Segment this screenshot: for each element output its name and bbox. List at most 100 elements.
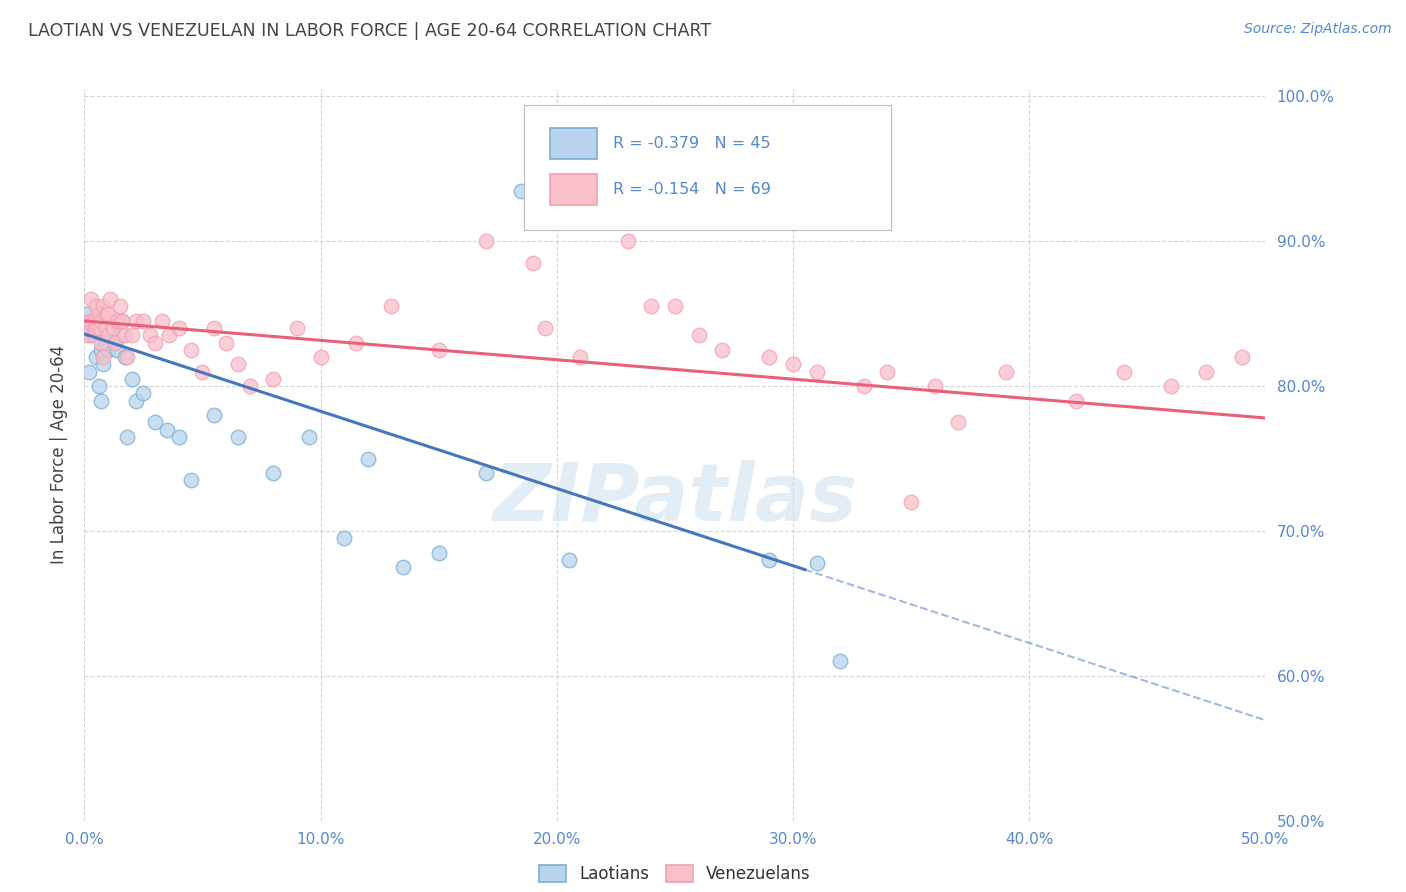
Point — [87, 379, 110, 393]
Point — [114, 328, 136, 343]
Text: R = -0.379   N = 45: R = -0.379 N = 45 — [613, 136, 770, 151]
Point — [77, 314, 100, 328]
Point — [475, 234, 498, 248]
Point — [77, 365, 100, 379]
Point — [569, 350, 592, 364]
Point — [427, 343, 450, 357]
Point — [876, 365, 898, 379]
Point — [344, 335, 367, 350]
Point — [333, 531, 356, 545]
Point — [392, 560, 415, 574]
Point — [121, 328, 143, 343]
Point — [309, 350, 332, 364]
Point — [97, 307, 120, 321]
Point — [180, 343, 202, 357]
Point — [510, 184, 533, 198]
Point — [101, 321, 124, 335]
Point — [1066, 393, 1088, 408]
Text: LAOTIAN VS VENEZUELAN IN LABOR FORCE | AGE 20-64 CORRELATION CHART: LAOTIAN VS VENEZUELAN IN LABOR FORCE | A… — [28, 22, 711, 40]
Point — [84, 300, 107, 314]
Point — [101, 321, 124, 335]
Point — [427, 546, 450, 560]
Text: Source: ZipAtlas.com: Source: ZipAtlas.com — [1244, 22, 1392, 37]
Point — [522, 256, 544, 270]
Point — [806, 556, 828, 570]
Point — [80, 314, 103, 328]
Point — [191, 365, 214, 379]
Point — [91, 358, 114, 372]
Point — [664, 300, 686, 314]
Point — [87, 307, 110, 321]
Point — [80, 292, 103, 306]
Point — [87, 321, 110, 335]
Point — [557, 553, 579, 567]
Point — [84, 321, 107, 335]
Point — [115, 350, 138, 364]
Point — [202, 321, 225, 335]
Point — [852, 379, 875, 393]
Point — [167, 321, 190, 335]
Point — [90, 335, 112, 350]
Point — [180, 473, 202, 487]
Point — [94, 314, 117, 328]
Point — [1195, 365, 1218, 379]
Point — [132, 314, 155, 328]
Point — [90, 393, 112, 408]
Point — [226, 358, 249, 372]
Point — [688, 328, 710, 343]
Point — [87, 314, 110, 328]
Point — [157, 328, 180, 343]
Point — [994, 365, 1017, 379]
FancyBboxPatch shape — [523, 105, 891, 230]
Point — [900, 495, 922, 509]
Point — [924, 379, 946, 393]
Point — [150, 314, 173, 328]
Point — [830, 654, 852, 668]
Point — [108, 328, 131, 343]
Bar — [550, 128, 598, 159]
Point — [97, 328, 120, 343]
Point — [1160, 379, 1182, 393]
Point — [107, 314, 129, 328]
Point — [1230, 350, 1253, 364]
Point — [782, 358, 804, 372]
Point — [758, 553, 780, 567]
Point — [104, 335, 127, 350]
Point — [475, 466, 498, 480]
Point — [97, 321, 120, 335]
Point — [98, 314, 121, 328]
Point — [262, 372, 284, 386]
Point — [226, 430, 249, 444]
Point — [758, 350, 780, 364]
Point — [111, 314, 134, 328]
Point — [83, 321, 105, 335]
Point — [806, 365, 828, 379]
Point — [121, 372, 143, 386]
Point — [94, 321, 117, 335]
Point — [91, 328, 114, 343]
Point — [76, 307, 98, 321]
Point — [83, 328, 105, 343]
Point — [711, 343, 734, 357]
Text: R = -0.154   N = 69: R = -0.154 N = 69 — [613, 182, 772, 197]
Point — [156, 423, 179, 437]
Point — [97, 343, 120, 357]
Text: ZIPatlas: ZIPatlas — [492, 459, 858, 538]
Point — [98, 292, 121, 306]
Point — [616, 234, 638, 248]
Point — [948, 415, 970, 429]
Legend: Laotians, Venezuelans: Laotians, Venezuelans — [533, 859, 817, 890]
Point — [84, 350, 107, 364]
Point — [125, 314, 148, 328]
Point — [115, 430, 138, 444]
Point — [125, 393, 148, 408]
Point — [114, 350, 136, 364]
Point — [143, 415, 166, 429]
Point — [108, 300, 131, 314]
Point — [239, 379, 262, 393]
Point — [90, 314, 112, 328]
Point — [104, 335, 127, 350]
Point — [298, 430, 321, 444]
Point — [94, 335, 117, 350]
Point — [107, 343, 129, 357]
